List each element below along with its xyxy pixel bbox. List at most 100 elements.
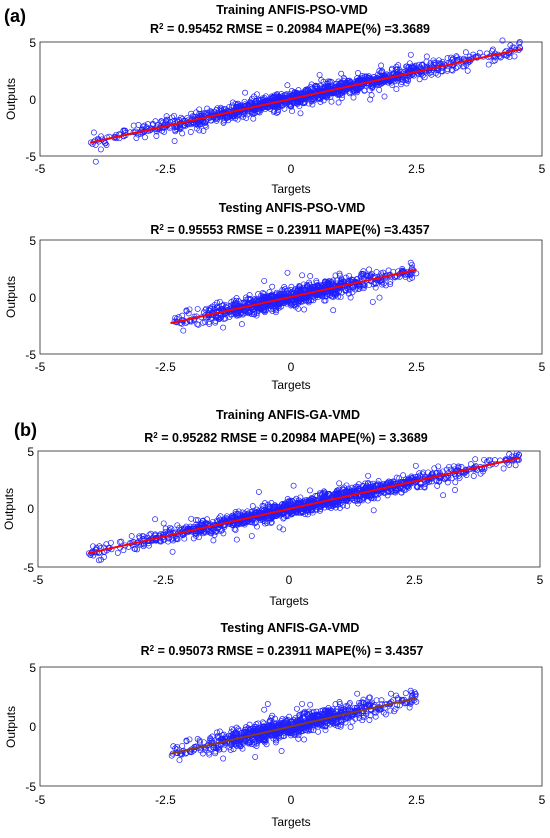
data-point [176,125,183,132]
data-point [339,94,345,101]
data-point [376,86,383,93]
data-point [476,49,483,56]
data-point [152,118,159,125]
data-point [202,319,209,326]
x-tick-label: 5 [539,793,546,807]
data-point [229,99,236,106]
y-tick-label: 5 [29,661,36,675]
y-axis-label: Outputs [2,488,16,530]
data-point [243,114,250,121]
x-tick-label: 2.5 [406,573,423,587]
y-tick-label: 0 [29,93,36,107]
data-point [235,100,242,107]
data-point [261,277,268,284]
data-point [378,80,385,87]
data-point [135,122,142,128]
x-tick-label: 0 [288,360,295,374]
y-tick-label: 0 [29,720,36,734]
data-point [261,291,267,297]
x-tick-label: 2.5 [408,360,425,374]
data-point [361,73,368,80]
data-point [454,63,461,70]
x-tick-label: 5 [537,573,544,587]
data-point [462,49,469,56]
data-point [198,111,205,117]
data-point [507,42,514,49]
panel-label-b: (b) [14,420,37,440]
y-tick-label: 5 [29,36,36,50]
data-point [338,70,345,77]
chart-testing-ga: Testing ANFIS-GA-VMD R2 = 0.95073 RMSE =… [4,621,546,829]
data-point [261,95,268,102]
data-point [335,99,342,106]
data-point [339,92,346,99]
fit-line [89,47,523,144]
data-point [281,284,288,290]
data-point [158,118,165,125]
data-point [464,67,471,74]
y-axis-label: Outputs [4,78,18,120]
x-tick-label: -2.5 [155,162,176,176]
data-point [407,51,414,58]
data-point [347,294,354,301]
data-point [380,280,387,287]
data-point [133,135,140,141]
data-point [193,121,200,128]
data-point [416,64,423,71]
y-axis-label: Outputs [4,276,18,318]
data-point [175,314,182,321]
data-point [299,272,306,279]
chart-stats: R2 = 0.95282 RMSE = 0.20984 MAPE(%) = 3.… [144,431,428,446]
data-point [336,272,343,279]
data-point [345,290,352,297]
data-point [410,64,417,70]
data-point [403,80,410,87]
data-point [337,294,344,301]
data-point [394,66,401,73]
data-point [334,91,341,98]
data-point [368,92,375,99]
data-point [207,107,214,114]
data-point [368,83,374,90]
chart-title: Testing ANFIS-PSO-VMD [219,201,366,215]
data-point [309,101,316,108]
data-point [330,307,337,314]
data-point [423,58,430,65]
data-point [255,96,262,103]
data-point [235,103,241,110]
x-tick-label: 2.5 [408,162,425,176]
data-point [294,98,301,105]
x-tick-label: -5 [35,162,46,176]
data-point [130,122,137,129]
data-point [365,73,372,80]
data-point [448,54,454,61]
chart-stats: R2 = 0.95553 RMSE = 0.23911 MAPE(%) =3.4… [150,223,429,238]
x-axis-label: Targets [271,182,310,196]
data-point [253,91,260,98]
data-point [284,269,291,276]
data-point [169,114,176,121]
data-point [369,298,376,305]
data-point [236,111,243,118]
data-point [393,86,400,93]
chart-stats: R2 = 0.95073 RMSE = 0.23911 MAPE(%) = 3.… [141,644,424,659]
data-point [490,58,497,65]
chart-title: Training ANFIS-GA-VMD [216,408,360,422]
data-point [398,81,404,88]
data-point [381,93,388,100]
data-point [142,134,148,141]
data-point [171,138,178,144]
chart-title: Training ANFIS-PSO-VMD [216,3,368,17]
data-point [499,37,506,44]
x-axis-label: Targets [271,815,310,829]
data-point [250,110,257,117]
data-point [220,324,227,331]
x-tick-label: -5 [35,360,46,374]
data-point [323,80,330,87]
data-point [387,281,394,288]
data-point [200,127,207,134]
y-tick-label: 0 [29,291,36,305]
data-points [171,259,420,334]
data-point [291,91,298,98]
chart-title: Testing ANFIS-GA-VMD [221,621,360,635]
